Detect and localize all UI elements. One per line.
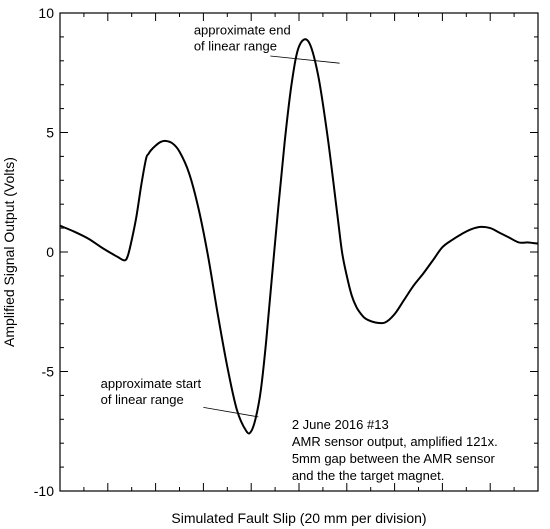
tick-labels: -10 -5 0 5 10: [34, 5, 54, 499]
plot-area: [59, 38, 539, 435]
annotation-leader-line: [203, 406, 259, 418]
annotation-text: of linear range: [194, 39, 277, 54]
y-axis-label: Amplified Signal Output (Volts): [1, 157, 17, 347]
annotation-text: of linear range: [101, 392, 184, 407]
y-tick-label: 5: [46, 125, 54, 141]
plot-frame: [59, 12, 539, 492]
note-text: 2 June 2016 #13: [292, 417, 389, 432]
note-text: 5mm gap between the AMR sensor: [292, 451, 496, 466]
y-tick-label: 10: [38, 5, 54, 21]
axis-ticks: [59, 12, 539, 492]
x-axis-label: Simulated Fault Slip (20 mm per division…: [171, 510, 426, 526]
y-tick-label: -5: [42, 364, 55, 380]
y-tick-label: 0: [46, 244, 54, 260]
note-text: AMR sensor output, amplified 121x.: [292, 434, 498, 449]
note-text: and the the target magnet.: [292, 468, 445, 483]
annotation-leader-line: [270, 55, 340, 64]
y-tick-label: -10: [34, 483, 54, 499]
annotation-text: approximate start: [101, 376, 202, 391]
series-line: [59, 38, 539, 435]
annotation-text: approximate end: [194, 23, 291, 38]
